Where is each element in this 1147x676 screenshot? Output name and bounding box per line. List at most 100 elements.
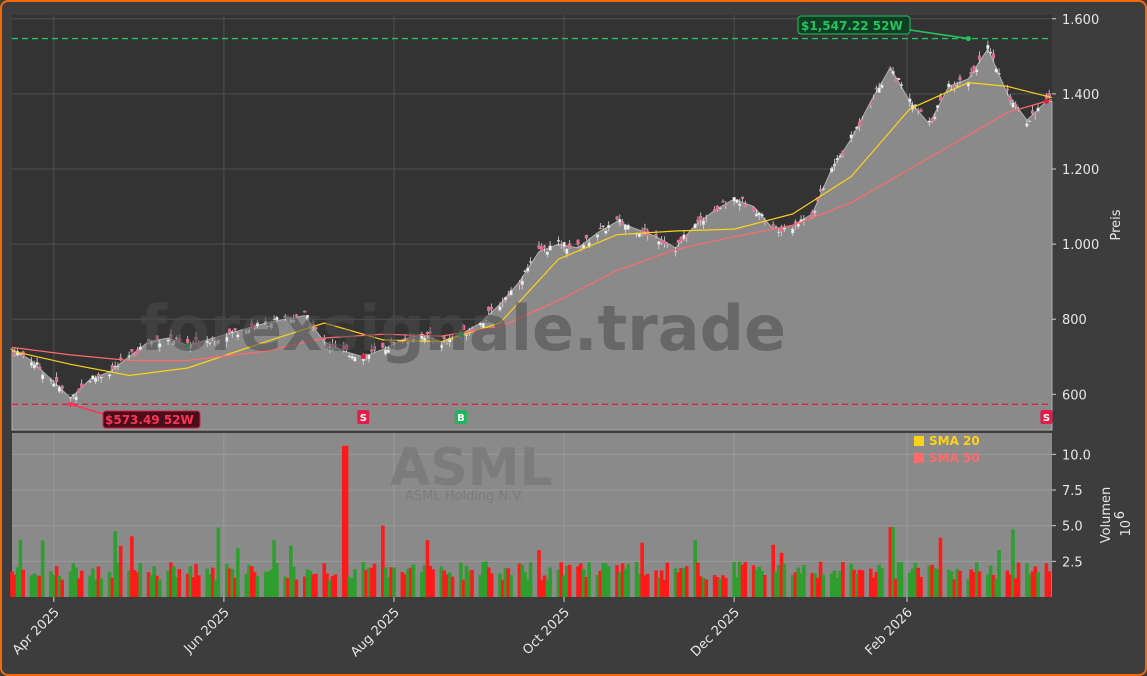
candle-body [754, 213, 759, 217]
candle-body [292, 319, 296, 323]
volume-bar [127, 570, 131, 597]
candle-body [116, 365, 120, 368]
candle-body [986, 45, 990, 49]
volume-bar [637, 574, 642, 597]
volume-axis-label: Volumen [1099, 487, 1114, 544]
volume-bar [855, 573, 859, 597]
x-tick-label: Oct 2025 [520, 605, 573, 658]
candle-body [743, 204, 747, 207]
candle-body [80, 383, 84, 388]
candle-body [305, 314, 310, 320]
volume-bar [498, 573, 502, 597]
volume-bar [737, 561, 742, 597]
volume-bar [896, 562, 901, 597]
volume-bar [662, 579, 667, 597]
volume-bar [587, 562, 591, 597]
candle-body [771, 224, 775, 227]
candle-body [545, 251, 549, 255]
candle-body [155, 335, 159, 340]
volume-bar [576, 566, 580, 597]
signal-sell-point [1043, 98, 1049, 104]
candle-body [660, 239, 664, 243]
volume-bar [620, 563, 625, 597]
volume-bar [149, 575, 154, 597]
volume-bar [972, 571, 976, 597]
candle-body [119, 357, 123, 360]
candle-body [1008, 96, 1012, 101]
candle-body [791, 228, 795, 234]
candle-body [158, 343, 162, 348]
volume-bar [857, 569, 862, 597]
volume-bar [325, 573, 329, 597]
volume-bar [459, 562, 463, 597]
volume-bar [1025, 563, 1029, 597]
volume-bar [838, 570, 842, 597]
volume-bar [29, 575, 34, 597]
volume-bar [350, 577, 354, 597]
candle-body [1011, 102, 1015, 108]
candle-body [367, 354, 371, 360]
x-tick-label: Jun 2025 [181, 605, 233, 657]
candle-body [872, 98, 876, 100]
candle-body [858, 121, 862, 127]
volume-bar [213, 579, 218, 597]
candle-body [303, 310, 307, 313]
volume-bar [693, 540, 697, 597]
annotation-high-label: $1,547.22 52W [801, 19, 903, 33]
price-tick-label: 800 [1062, 313, 1087, 328]
candle-body [169, 334, 173, 339]
candle-body [60, 386, 64, 389]
volume-bar [185, 573, 190, 597]
candle-body [264, 321, 268, 325]
volume-bar [347, 576, 352, 597]
signal-buy-marker [454, 410, 467, 424]
volume-bar [802, 564, 806, 597]
volume-bar [49, 571, 53, 597]
candle-body [49, 379, 53, 381]
volume-bar [130, 536, 134, 597]
volume-bar [966, 579, 971, 597]
candle-body [403, 338, 407, 340]
volume-bar [166, 570, 170, 597]
volume-bar [52, 574, 56, 597]
volume-bar [1033, 566, 1038, 597]
volume-bar [15, 567, 20, 597]
volume-bar [988, 565, 993, 597]
candle-body [503, 297, 508, 300]
volume-bar [545, 579, 550, 597]
volume-bar [328, 579, 332, 597]
volume-bar [96, 566, 101, 597]
candle-body [757, 212, 761, 216]
candle-body [71, 394, 75, 396]
volume-bar [272, 540, 276, 597]
watermark-ticker: ASML [390, 438, 553, 498]
volume-bar [344, 445, 349, 597]
candle-body [621, 221, 625, 225]
volume-bar [364, 570, 368, 597]
candle-body [916, 110, 920, 112]
candle-body [598, 227, 602, 230]
candle-body [41, 374, 45, 380]
volume-bar [740, 564, 745, 597]
candle-body [972, 66, 976, 72]
volume-bar [132, 570, 137, 597]
candle-body [38, 366, 42, 370]
candle-body [509, 290, 513, 296]
candle-body [152, 340, 156, 343]
volume-bar [210, 567, 215, 597]
candle-body [832, 163, 837, 166]
volume-bar [735, 577, 739, 597]
volume-bar [406, 568, 410, 597]
candle-body [752, 207, 756, 211]
volume-bar [107, 571, 112, 597]
volume-bar [774, 571, 778, 597]
volume-bar [562, 575, 566, 597]
volume-bar [252, 571, 257, 597]
volume-bar [874, 572, 879, 597]
volume-bar [389, 567, 393, 597]
candle-body [431, 338, 435, 341]
candle-body [1028, 120, 1032, 123]
volume-bar [110, 577, 115, 597]
annotation-low-arrow [70, 403, 104, 415]
volume-bar [79, 570, 84, 597]
